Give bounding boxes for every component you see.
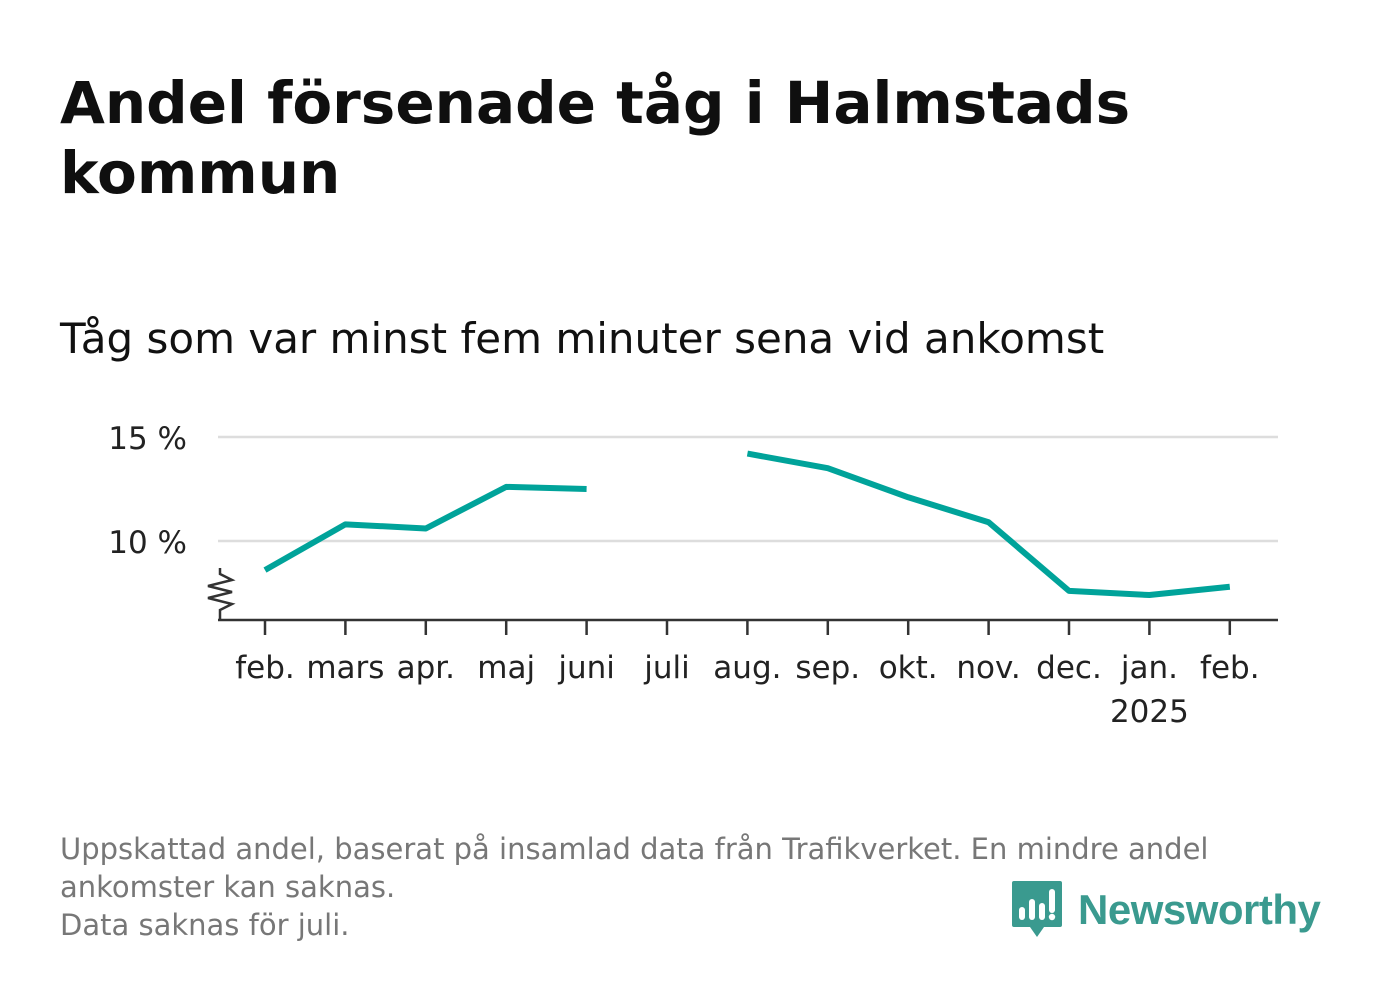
x-tick-label: apr. <box>397 650 455 686</box>
logo-text: Newsworthy <box>1078 886 1321 933</box>
footnote-line-1: Uppskattad andel, baserat på insamlad da… <box>60 832 1209 866</box>
x-tick-label: okt. <box>879 650 938 686</box>
x-year-label: 2025 <box>1110 694 1189 730</box>
x-axis-ticks: feb. mars apr. maj juni juli aug. sep. okt. nov. d… <box>235 620 1260 730</box>
newsworthy-logo: Newsworthy <box>1010 878 1321 942</box>
x-tick-label: feb. <box>235 650 295 686</box>
chart-title: Andel försenade tåg i Halmstads kommun <box>60 69 1131 207</box>
series-line-segment-1 <box>263 483 587 573</box>
x-tick-label: juli <box>643 650 690 686</box>
y-tick-label: 10 % <box>108 525 187 561</box>
y-axis-tick-labels: 10 % 15 % <box>108 421 187 561</box>
bar-chart-speech-bubble-icon <box>1012 881 1062 937</box>
chart-subtitle: Tåg som var minst fem minuter sena vid a… <box>60 314 1105 363</box>
x-tick-label: juni <box>557 650 615 686</box>
x-tick-label: mars <box>306 650 384 686</box>
x-tick-label: dec. <box>1036 650 1102 686</box>
series-lines <box>263 450 1231 599</box>
footnote-line-2: ankomster kan saknas. <box>60 870 396 904</box>
x-tick-label: sep. <box>795 650 860 686</box>
footnote: Uppskattad andel, baserat på insamlad da… <box>60 830 1320 944</box>
y-axis-break-icon <box>207 568 236 620</box>
x-tick-label: jan. <box>1120 650 1178 686</box>
x-tick-label: aug. <box>713 650 781 686</box>
x-tick-label: feb. <box>1200 650 1260 686</box>
line-chart: 10 % 15 % feb. mars apr. maj juni juli aug. sep.… <box>108 421 1278 730</box>
x-tick-label: nov. <box>956 650 1020 686</box>
x-tick-label: maj <box>477 650 535 686</box>
gridlines <box>218 435 1278 543</box>
y-tick-label: 15 % <box>108 421 187 457</box>
series-line-segment-2 <box>746 450 1231 599</box>
footnote-line-3: Data saknas för juli. <box>60 908 350 942</box>
